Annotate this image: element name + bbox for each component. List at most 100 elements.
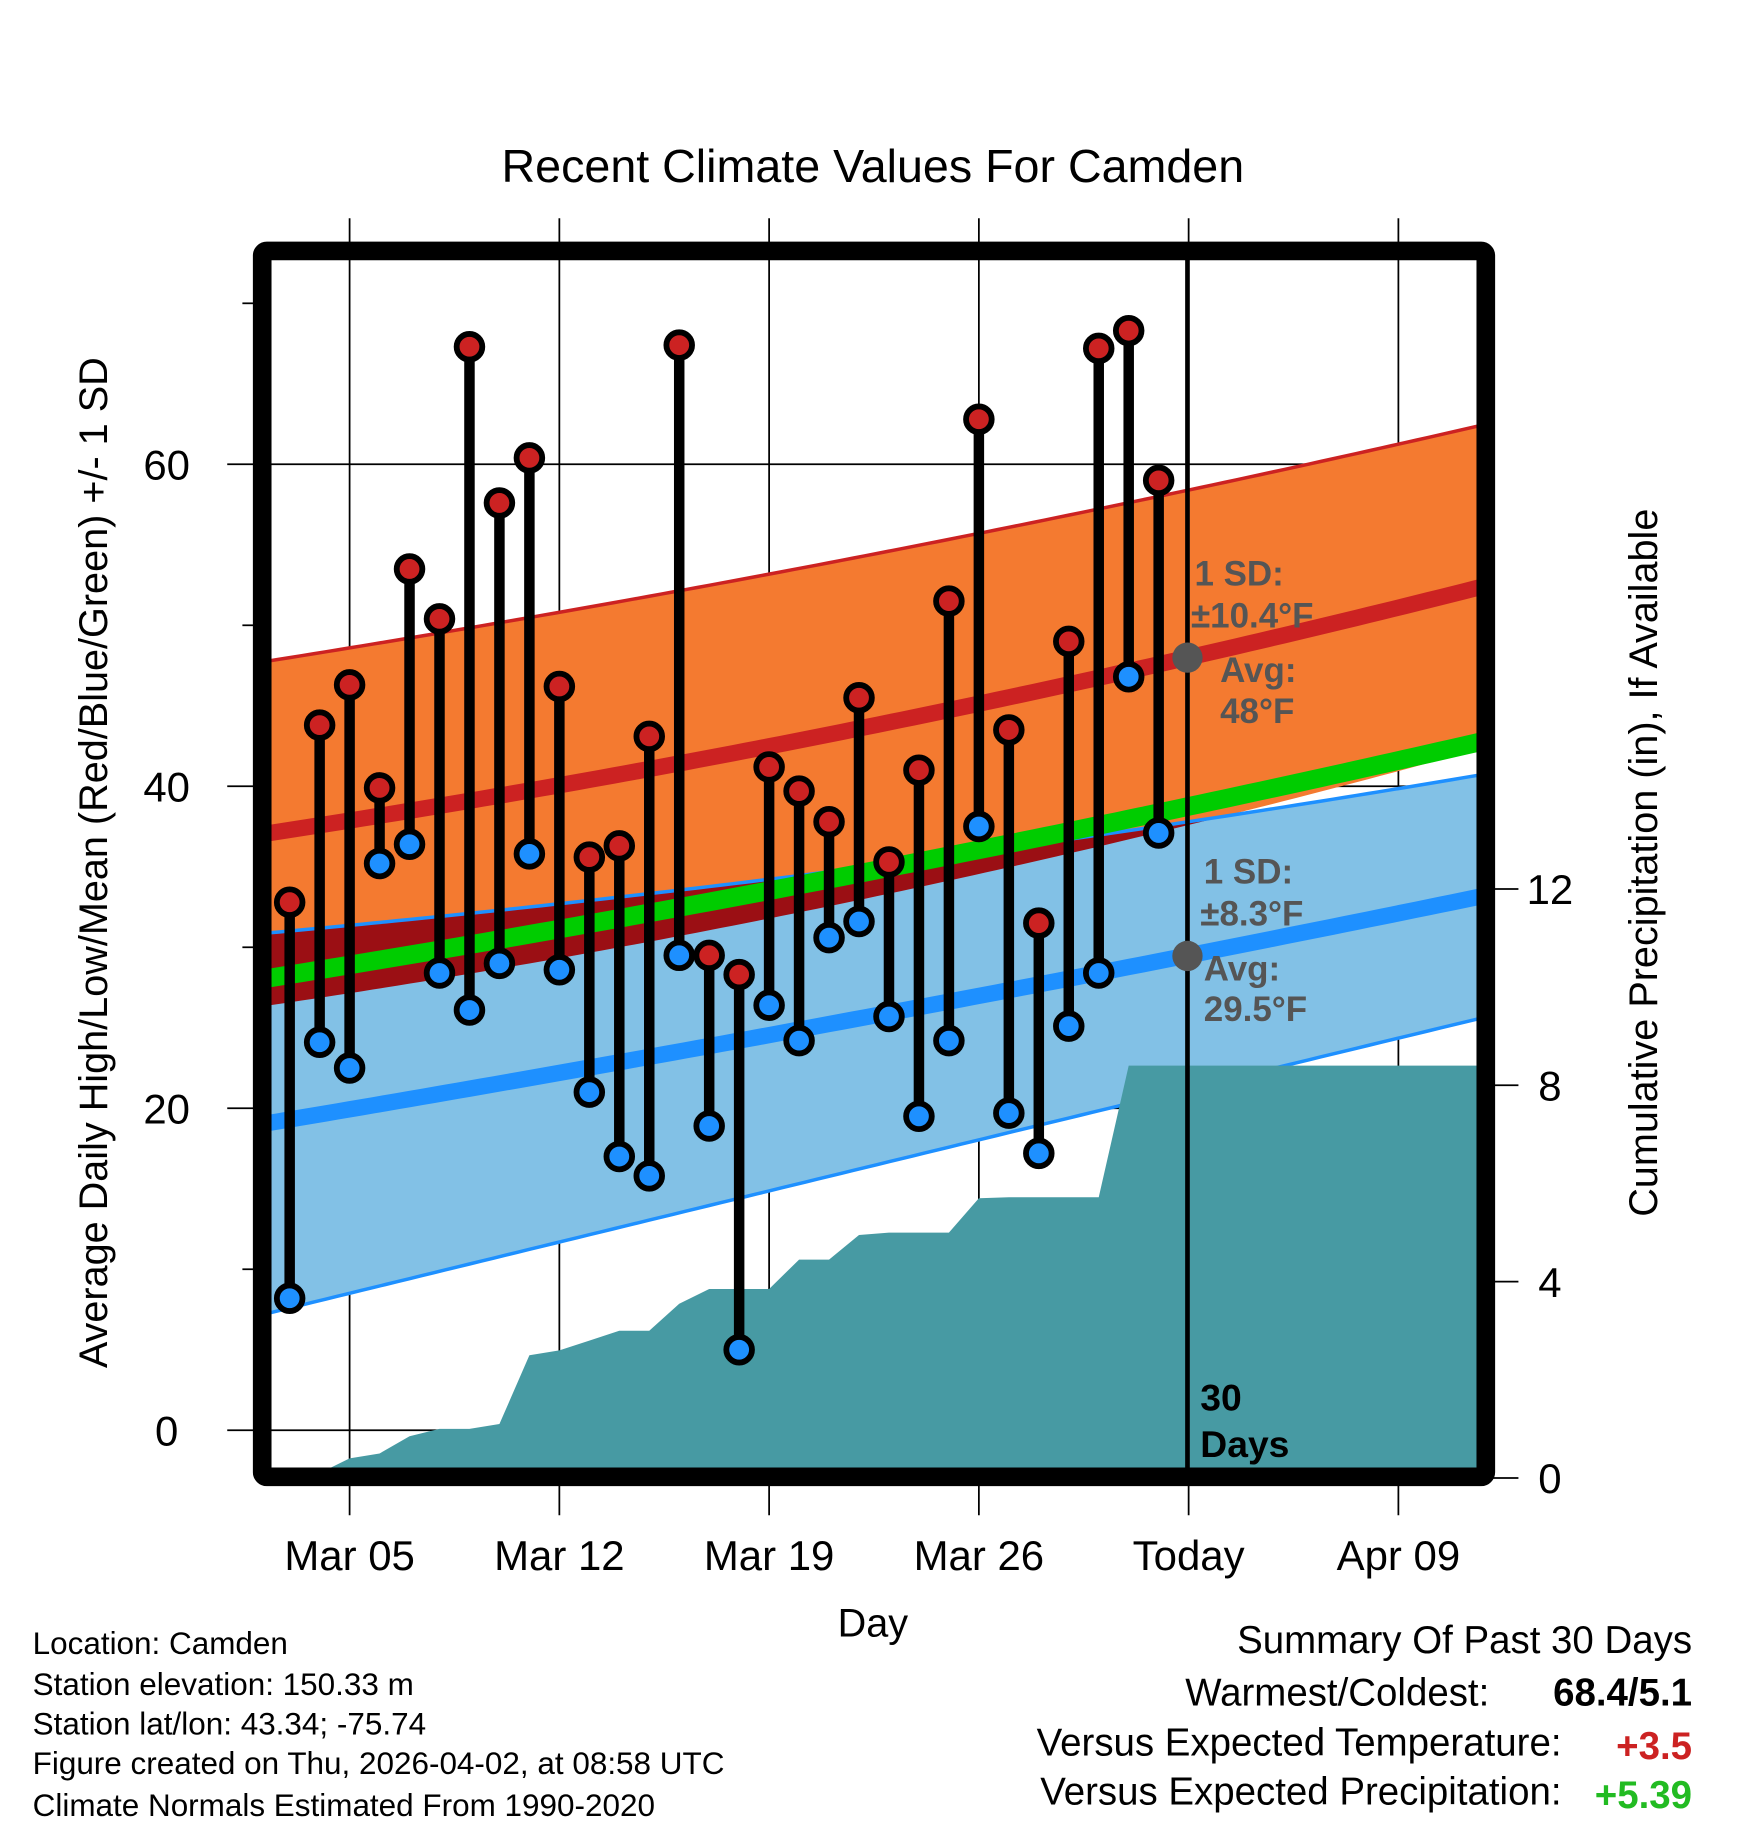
y-right-tick-label: 0 xyxy=(1538,1455,1561,1502)
daily-high-point xyxy=(513,442,546,474)
daily-low-point xyxy=(453,994,486,1026)
days-label-text: Days xyxy=(1200,1423,1289,1465)
y-tick-label: 0 xyxy=(155,1407,178,1454)
daily-low-point xyxy=(753,989,785,1021)
daily-high-point xyxy=(753,751,785,783)
footer-latlon: Station lat/lon: 43.34; -75.74 xyxy=(33,1706,426,1741)
daily-high-point xyxy=(393,553,426,585)
daily-high-point xyxy=(1083,332,1115,365)
x-tick-label: Mar 26 xyxy=(914,1532,1045,1579)
daily-low-point xyxy=(1053,1010,1085,1042)
daily-high-point xyxy=(303,709,336,741)
footer-normals: Climate Normals Estimated From 1990-2020 xyxy=(33,1788,655,1823)
y-axis-label: Average Daily High/Low/Mean (Red/Blue/Gr… xyxy=(72,357,116,1368)
x-tick-label: Apr 09 xyxy=(1337,1532,1461,1579)
daily-low-point xyxy=(873,1000,905,1033)
x-axis-ticks: Mar 05 Mar 12 Mar 19 Mar 26 Today Apr 09 xyxy=(284,1532,1460,1579)
daily-low-point xyxy=(963,810,995,843)
high-avg-label: Avg: xyxy=(1220,651,1296,690)
daily-low-point xyxy=(663,939,695,972)
x-axis-label: Day xyxy=(838,1602,909,1646)
high-sd-value: ±10.4°F xyxy=(1191,596,1314,635)
daily-low-point xyxy=(693,1110,725,1142)
daily-high-point xyxy=(453,331,486,363)
daily-low-point xyxy=(513,838,546,870)
days-label-number: 30 xyxy=(1200,1376,1241,1418)
high-sd-band xyxy=(270,426,1478,1006)
daily-high-point xyxy=(333,669,366,701)
y-right-axis-ticks: 0 4 8 12 xyxy=(1527,866,1574,1502)
footer-created: Figure created on Thu, 2026-04-02, at 08… xyxy=(33,1746,725,1781)
x-tick-label: Today xyxy=(1133,1532,1245,1579)
daily-high-point xyxy=(873,846,905,878)
daily-low-point xyxy=(993,1097,1025,1129)
daily-low-point xyxy=(1023,1137,1055,1170)
daily-high-point xyxy=(1023,907,1055,939)
daily-high-point xyxy=(483,487,516,519)
y-right-tick-label: 12 xyxy=(1527,866,1574,913)
y-right-tick-label: 8 xyxy=(1538,1062,1561,1109)
daily-low-point xyxy=(273,1282,306,1314)
daily-low-point xyxy=(423,957,456,989)
daily-low-point xyxy=(1112,661,1145,693)
daily-low-point xyxy=(783,1024,815,1057)
low-sd-label: 1 SD: xyxy=(1204,853,1293,892)
daily-bars xyxy=(273,314,1175,1366)
daily-high-point xyxy=(963,403,995,435)
daily-high-point xyxy=(1053,625,1085,658)
summary-temp-label: Versus Expected Temperature: xyxy=(1037,1721,1562,1764)
daily-high-point xyxy=(543,670,576,703)
footer-elevation: Station elevation: 150.33 m xyxy=(33,1667,414,1702)
y-axis-ticks: 0 20 40 60 xyxy=(143,441,190,1454)
chart-title: Recent Climate Values For Camden xyxy=(502,140,1245,192)
daily-low-point xyxy=(393,828,426,860)
high-avg-marker xyxy=(1172,642,1203,673)
cumulative-precip-area xyxy=(328,1065,1478,1469)
y-right-axis-label: Cumulative Precipitation (in), If Availa… xyxy=(1622,509,1666,1217)
daily-high-point xyxy=(363,772,396,804)
summary-warmest-label: Warmest/Coldest: xyxy=(1185,1671,1489,1714)
daily-high-point xyxy=(783,775,815,807)
summary-precip-label: Versus Expected Precipitation: xyxy=(1040,1770,1561,1813)
daily-high-point xyxy=(843,682,875,714)
precip-area xyxy=(328,1065,1478,1469)
y-tick-label: 60 xyxy=(143,441,190,488)
daily-low-point xyxy=(603,1140,636,1173)
summary-temp-value: +3.5 xyxy=(1616,1725,1692,1768)
daily-low-point xyxy=(1083,957,1115,989)
daily-low-point xyxy=(363,847,396,880)
daily-high-point xyxy=(603,830,636,862)
daily-high-point xyxy=(813,805,845,838)
x-tick-label: Mar 05 xyxy=(284,1532,415,1579)
daily-high-point xyxy=(573,841,606,873)
daily-high-point xyxy=(423,603,456,635)
summary-precip-value: +5.39 xyxy=(1595,1774,1692,1817)
low-avg-label: Avg: xyxy=(1204,949,1280,988)
y-right-tick-label: 4 xyxy=(1538,1259,1561,1306)
low-sd-value: ±8.3°F xyxy=(1200,895,1303,934)
daily-low-point xyxy=(1142,817,1175,849)
daily-high-point xyxy=(273,886,306,918)
daily-high-point xyxy=(933,585,965,617)
daily-high-point xyxy=(903,754,935,786)
high-sd-label: 1 SD: xyxy=(1194,554,1283,593)
daily-high-point xyxy=(1112,314,1145,347)
daily-high-point xyxy=(633,720,665,753)
daily-low-point xyxy=(483,947,516,980)
y-tick-label: 20 xyxy=(143,1085,190,1132)
x-tick-label: Mar 19 xyxy=(704,1532,835,1579)
daily-low-point xyxy=(843,905,875,938)
summary-warmest-value: 68.4/5.1 xyxy=(1553,1671,1692,1714)
daily-high-point xyxy=(1142,464,1175,497)
daily-low-point xyxy=(903,1100,935,1133)
daily-low-point xyxy=(573,1076,606,1108)
daily-low-point xyxy=(303,1026,336,1058)
low-avg-marker xyxy=(1172,940,1203,972)
daily-high-point xyxy=(663,329,695,361)
daily-low-point xyxy=(543,954,576,986)
x-tick-label: Mar 12 xyxy=(494,1532,625,1579)
high-avg-value: 48°F xyxy=(1220,692,1294,731)
daily-high-point xyxy=(993,714,1025,746)
footer-location: Location: Camden xyxy=(33,1626,288,1661)
